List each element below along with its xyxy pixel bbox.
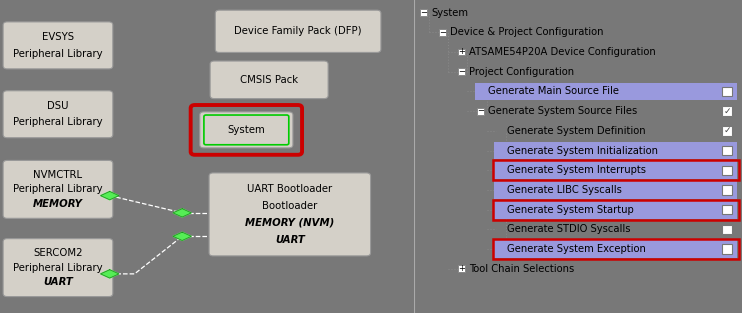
Bar bbox=[722, 166, 732, 175]
Bar bbox=[722, 185, 732, 195]
Text: Tool Chain Selections: Tool Chain Selections bbox=[469, 264, 574, 274]
Bar bbox=[439, 29, 446, 36]
Bar bbox=[722, 87, 732, 96]
Bar bbox=[722, 225, 732, 234]
Bar bbox=[458, 68, 465, 75]
Text: Generate System Startup: Generate System Startup bbox=[508, 205, 634, 215]
Text: Generate Main Source File: Generate Main Source File bbox=[488, 86, 619, 96]
Polygon shape bbox=[101, 270, 119, 278]
FancyBboxPatch shape bbox=[3, 22, 113, 69]
Bar bbox=[494, 142, 737, 159]
Text: −: − bbox=[439, 28, 446, 37]
Text: Generate LIBC Syscalls: Generate LIBC Syscalls bbox=[508, 185, 622, 195]
Text: Peripheral Library: Peripheral Library bbox=[13, 117, 103, 127]
Text: Generate System Source Files: Generate System Source Files bbox=[488, 106, 637, 116]
Bar bbox=[494, 162, 737, 179]
Text: Generate System Exception: Generate System Exception bbox=[508, 244, 646, 254]
Bar bbox=[476, 83, 737, 100]
Bar bbox=[458, 49, 465, 55]
Polygon shape bbox=[173, 232, 191, 240]
Bar bbox=[722, 205, 732, 214]
Text: System: System bbox=[228, 125, 265, 135]
Text: NVMCTRL: NVMCTRL bbox=[33, 170, 82, 180]
Text: ATSAME54P20A Device Configuration: ATSAME54P20A Device Configuration bbox=[469, 47, 656, 57]
Text: Generate System Initialization: Generate System Initialization bbox=[508, 146, 658, 156]
Bar bbox=[722, 244, 732, 254]
Text: +: + bbox=[458, 264, 465, 273]
Bar bbox=[494, 201, 737, 218]
Text: Peripheral Library: Peripheral Library bbox=[13, 263, 103, 273]
Bar bbox=[458, 265, 465, 272]
FancyBboxPatch shape bbox=[200, 112, 293, 148]
FancyBboxPatch shape bbox=[3, 91, 113, 138]
Bar bbox=[722, 126, 732, 136]
Bar bbox=[722, 146, 732, 155]
Text: Generate STDIO Syscalls: Generate STDIO Syscalls bbox=[508, 224, 631, 234]
Text: SERCOM2: SERCOM2 bbox=[33, 248, 82, 258]
Text: Project Configuration: Project Configuration bbox=[469, 67, 574, 77]
Text: Device & Project Configuration: Device & Project Configuration bbox=[450, 27, 603, 37]
Text: Bootloader: Bootloader bbox=[262, 201, 318, 211]
Polygon shape bbox=[173, 209, 191, 217]
Text: MEMORY: MEMORY bbox=[33, 199, 83, 209]
Text: System: System bbox=[431, 8, 468, 18]
FancyBboxPatch shape bbox=[3, 160, 113, 218]
Text: −: − bbox=[458, 67, 465, 76]
Text: Generate System Definition: Generate System Definition bbox=[508, 126, 646, 136]
Bar bbox=[493, 200, 739, 220]
Bar bbox=[493, 239, 739, 259]
Text: Peripheral Library: Peripheral Library bbox=[13, 184, 103, 194]
Bar bbox=[494, 240, 737, 258]
Text: EVSYS: EVSYS bbox=[42, 32, 74, 42]
Bar bbox=[722, 106, 732, 116]
Text: Generate System Interrupts: Generate System Interrupts bbox=[508, 165, 646, 175]
Text: −: − bbox=[420, 8, 427, 17]
Text: Device Family Pack (DFP): Device Family Pack (DFP) bbox=[234, 26, 362, 36]
Text: UART: UART bbox=[43, 277, 73, 287]
FancyBboxPatch shape bbox=[3, 239, 113, 297]
Polygon shape bbox=[101, 192, 119, 200]
Text: +: + bbox=[458, 48, 465, 56]
Text: −: − bbox=[477, 107, 484, 115]
Text: Peripheral Library: Peripheral Library bbox=[13, 49, 103, 59]
Text: UART: UART bbox=[275, 235, 305, 245]
Bar bbox=[494, 181, 737, 199]
Text: ✓: ✓ bbox=[723, 126, 731, 135]
Text: CMSIS Pack: CMSIS Pack bbox=[240, 75, 298, 85]
Bar bbox=[493, 161, 739, 180]
Text: MEMORY (NVM): MEMORY (NVM) bbox=[245, 218, 335, 228]
FancyBboxPatch shape bbox=[215, 10, 381, 53]
FancyBboxPatch shape bbox=[209, 173, 370, 256]
Bar bbox=[420, 9, 427, 16]
Text: ✓: ✓ bbox=[723, 107, 731, 115]
Bar bbox=[477, 108, 485, 115]
Text: DSU: DSU bbox=[47, 101, 69, 111]
FancyBboxPatch shape bbox=[210, 61, 328, 99]
Text: UART Bootloader: UART Bootloader bbox=[247, 184, 332, 194]
